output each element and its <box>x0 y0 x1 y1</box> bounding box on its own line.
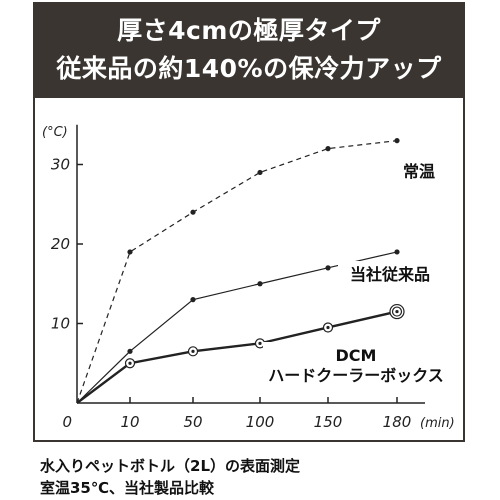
y-tick-label: 10 <box>51 315 70 333</box>
data-point-center <box>258 341 262 345</box>
series-label: DCM <box>336 346 377 365</box>
header-title-line2: 従来品の約140%の保冷力アップ <box>56 54 442 83</box>
data-point <box>127 348 133 354</box>
data-point <box>190 297 196 303</box>
data-point-center <box>191 349 195 353</box>
series-label: 常温 <box>403 162 435 181</box>
x-tick-label: 50 <box>183 413 202 431</box>
footer-line2: 室温35℃、当社製品比較 <box>40 479 215 497</box>
series-label-bg <box>263 342 449 388</box>
data-point <box>325 265 331 271</box>
series-line <box>76 310 398 404</box>
data-point <box>190 209 196 215</box>
data-point-center <box>326 325 330 330</box>
data-point <box>325 146 331 152</box>
x-tick-label: 180 <box>383 413 412 431</box>
data-point <box>257 281 263 287</box>
y-tick-label: 30 <box>51 156 70 174</box>
data-point <box>127 249 133 255</box>
x-tick-label: 0 <box>62 413 72 431</box>
data-point <box>394 138 400 144</box>
data-point <box>394 249 400 255</box>
series-label: 当社従来品 <box>350 265 430 284</box>
series-label-bg <box>395 158 443 184</box>
x-axis-unit: (min) <box>420 416 455 431</box>
data-point-center <box>395 309 399 314</box>
series-line <box>76 140 398 404</box>
x-tick-label: 150 <box>314 413 343 431</box>
x-tick-label: 100 <box>246 413 275 431</box>
data-point-center <box>128 361 132 365</box>
x-tick-label: 10 <box>120 413 139 431</box>
series-label-bg <box>338 261 442 287</box>
data-point <box>257 169 263 176</box>
header-banner: 厚さ4cmの極厚タイプ 従来品の約140%の保冷力アップ <box>35 4 463 98</box>
y-tick-label: 20 <box>51 235 70 253</box>
footer-line1: 水入りペットボトル（2L）の表面測定 <box>40 457 300 475</box>
header-title-line1: 厚さ4cmの極厚タイプ <box>117 16 381 45</box>
footer-note: 水入りペットボトル（2L）の表面測定 室温35℃、当社製品比較 <box>40 455 480 499</box>
y-axis-unit: (°C) <box>42 125 68 140</box>
series-label: ハードクーラーボックス <box>268 366 444 385</box>
